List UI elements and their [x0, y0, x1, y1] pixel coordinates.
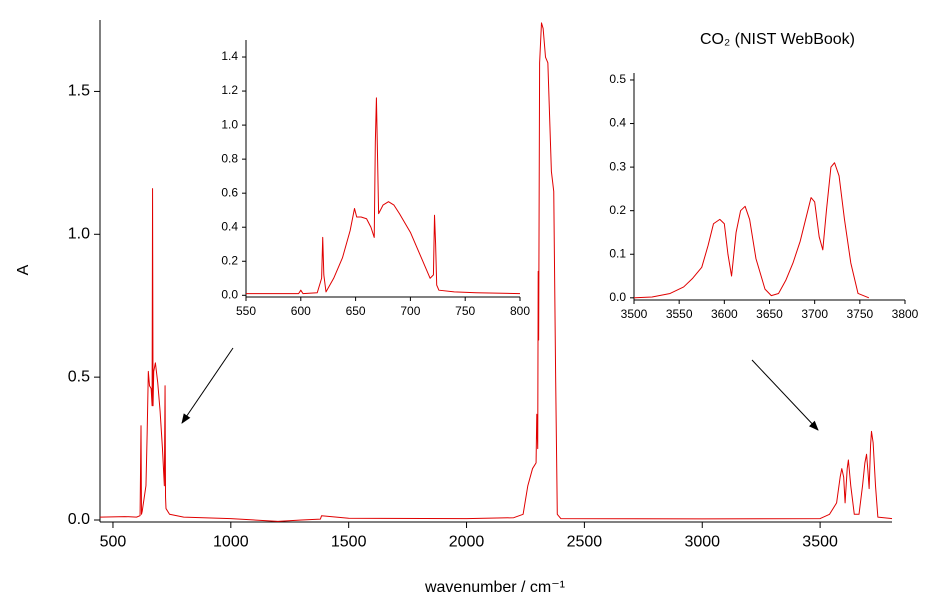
spectrum-line [246, 97, 521, 295]
x-tick-label: 500 [100, 534, 127, 551]
y-tick-label: 0.3 [609, 159, 626, 173]
y-tick-label: 0.0 [68, 511, 90, 528]
x-tick-label: 3750 [846, 307, 873, 321]
x-tick-label: 3600 [711, 307, 738, 321]
x-tick-label: 550 [236, 304, 256, 318]
x-tick-label: 800 [510, 304, 530, 318]
x-tick-label: 2000 [449, 534, 485, 551]
x-tick-label: 3550 [666, 307, 693, 321]
x-tick-label: 1000 [213, 534, 249, 551]
arrow [751, 359, 819, 431]
spectrum-line [633, 162, 870, 299]
x-tick-label: 3000 [684, 534, 720, 551]
x-tick-label: 1500 [331, 534, 367, 551]
y-axis-label: A [15, 264, 32, 275]
y-tick-label: 1.0 [221, 117, 238, 131]
x-tick-label: 600 [291, 304, 311, 318]
y-tick-label: 0.5 [609, 72, 626, 86]
y-tick-label: 1.2 [221, 83, 238, 97]
chart-title: CO₂ (NIST WebBook) [700, 31, 855, 48]
x-tick-label: 3650 [756, 307, 783, 321]
y-tick-label: 0.5 [68, 368, 90, 385]
x-axis-label: wavenumber / cm⁻¹ [424, 579, 565, 596]
y-tick-label: 0.2 [221, 253, 238, 267]
y-tick-label: 0.8 [221, 151, 238, 165]
x-tick-label: 750 [455, 304, 475, 318]
arrow [181, 347, 234, 424]
y-tick-label: 0.1 [609, 246, 626, 260]
y-tick-label: 1.5 [68, 83, 90, 100]
y-tick-label: 0.0 [221, 287, 238, 301]
x-tick-label: 3800 [892, 307, 919, 321]
spectrum-line [99, 22, 893, 522]
y-tick-label: 1.0 [68, 226, 90, 243]
x-tick-label: 650 [346, 304, 366, 318]
x-tick-label: 2500 [567, 534, 603, 551]
y-tick-label: 1.4 [221, 49, 238, 63]
y-tick-label: 0.4 [221, 219, 238, 233]
x-tick-label: 3500 [621, 307, 648, 321]
x-tick-label: 3700 [801, 307, 828, 321]
y-tick-label: 0.0 [609, 290, 626, 304]
x-tick-label: 3500 [802, 534, 838, 551]
y-tick-label: 0.2 [609, 203, 626, 217]
x-tick-label: 700 [400, 304, 420, 318]
y-tick-label: 0.6 [221, 185, 238, 199]
y-tick-label: 0.4 [609, 116, 626, 130]
